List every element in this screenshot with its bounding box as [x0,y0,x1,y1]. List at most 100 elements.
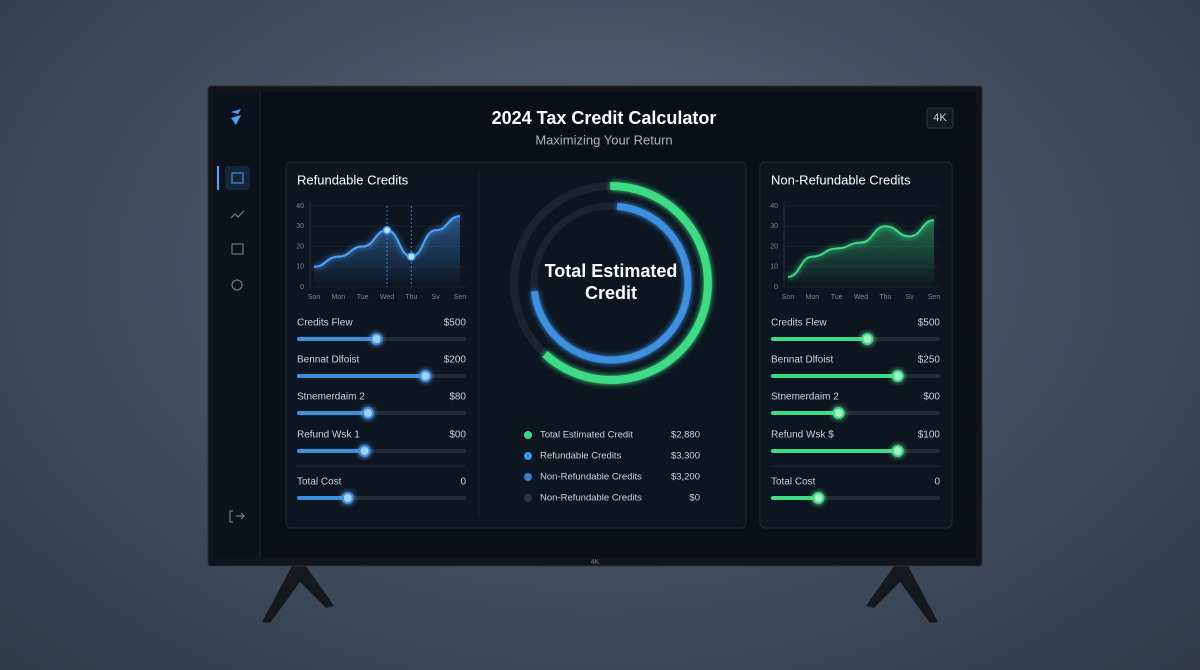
slider-handle[interactable] [891,445,904,457]
nav-reports[interactable] [231,243,244,255]
nav-settings[interactable] [231,279,243,291]
x-tick-label: Tue [357,294,369,301]
nav-dashboard[interactable] [225,166,250,190]
slider-handle[interactable] [370,333,383,345]
slider-amount: $80 [449,392,466,403]
y-tick-label: 40 [296,203,304,210]
ring-outer [510,182,712,384]
x-tick-label: Mon [806,294,820,301]
slider-fill [297,374,426,378]
y-tick-label: 30 [296,223,304,230]
center-label-box: Total Estimated Credit [544,261,678,303]
x-tick-label: Tue [831,294,843,301]
x-tick-label: Son [308,294,321,301]
legend-label: Non-Refundable Credits [540,472,642,483]
slider-label: Total Cost [297,477,342,488]
y-tick-label: 30 [770,223,778,230]
y-tick-label: 40 [770,203,778,210]
slider-handle[interactable] [358,445,371,457]
stand-leg [262,566,334,623]
slider-label: Bennat Dlfoist [771,355,833,366]
legend-dot [524,452,532,460]
slider-amount: 0 [460,477,466,488]
x-tick-label: Sv [432,294,441,301]
slider-label: Stnemerdaim 2 [771,392,839,403]
slider-label: Refund Wsk 1 [297,430,360,441]
stand-leg [866,566,938,623]
legend-label: Non-Refundable Credits [540,493,642,504]
slider-fill [771,337,868,341]
slider-amount: $500 [918,318,941,329]
legend-amount: $2,880 [671,430,700,441]
point [407,252,416,261]
ring-inner [530,202,692,364]
badge-label: 4K [933,112,947,124]
slider-label: Stnemerdaim 2 [297,392,365,403]
slider-fill [771,411,839,415]
slider-fill [297,337,377,341]
slider-label: Refund Wsk $ [771,430,834,441]
slider-label: Credits Flew [771,318,827,329]
bezel-label: 4K [591,559,600,566]
line [787,219,935,278]
x-tick-label: Wed [854,294,868,301]
badge[interactable] [926,107,954,129]
slider-amount: $250 [918,355,941,366]
legend-dot [524,431,532,439]
logo [231,109,241,125]
legend-label: Refundable Credits [540,451,622,462]
y-tick-label: 10 [296,264,304,271]
active-indicator [217,166,219,190]
y-tick-label: 20 [770,243,778,250]
y-tick-label: 20 [296,243,304,250]
x-tick-label: Wed [380,294,394,301]
y-tick-label: 0 [300,284,304,291]
slider-amount: $00 [923,392,940,403]
slider-handle[interactable] [361,407,374,419]
slider-label: Credits Flew [297,318,353,329]
legend-amount: $3,200 [671,472,700,483]
legend-amount: $0 [689,493,700,504]
legend-amount: $3,300 [671,451,700,462]
x-tick-label: Thu [405,294,417,301]
legend-label: Total Estimated Credit [540,430,633,441]
legend-dot [524,473,532,481]
area [788,220,934,287]
point [382,226,392,235]
slider-fill [297,449,365,453]
x-tick-label: Thu [879,294,891,301]
center-label: Total Estimated Credit [544,261,678,303]
panel-title: Non-Refundable Credits [771,172,911,187]
y-tick-label: 10 [770,264,778,271]
slider-handle[interactable] [832,407,845,419]
nav-charts[interactable] [230,210,245,219]
nav-logout[interactable] [229,510,245,523]
slider-amount: $00 [449,430,466,441]
nav-icon [231,172,244,184]
slider-handle[interactable] [861,333,874,345]
slider-fill [771,496,819,500]
slider-amount: $100 [918,430,941,441]
slider-label: Bennat Dlfoist [297,355,359,366]
x-tick-label: Sv [906,294,915,301]
slider-amount: $200 [444,355,467,366]
x-tick-label: Sen [454,294,467,301]
y-tick-label: 0 [774,284,778,291]
slider-handle[interactable] [419,370,432,382]
slider-fill [297,411,368,415]
slider-label: Total Cost [771,477,816,488]
sidebar [214,92,260,558]
slider-fill [297,496,348,500]
slider-handle[interactable] [341,492,354,504]
slider-handle[interactable] [812,492,825,504]
slider-fill [771,449,898,453]
x-tick-label: Mon [332,294,346,301]
slider-handle[interactable] [891,370,904,382]
title: 2024 Tax Credit Calculator [492,108,717,128]
x-tick-label: Sen [928,294,941,301]
x-tick-label: Son [782,294,795,301]
slider-amount: 0 [934,477,940,488]
side-panel [759,161,953,529]
